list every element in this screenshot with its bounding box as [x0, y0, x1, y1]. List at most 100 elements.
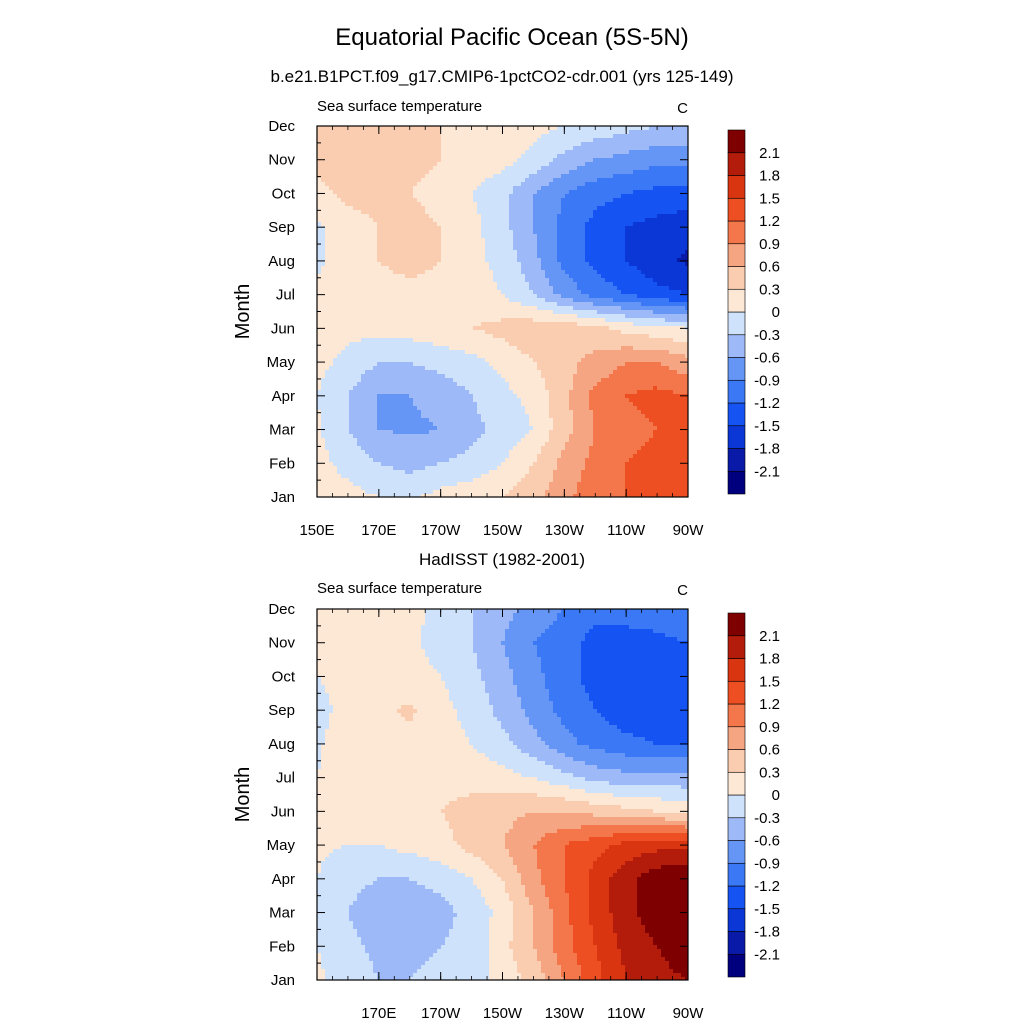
heatmap-cell [553, 330, 558, 335]
heatmap-cell [481, 242, 486, 247]
heatmap-cell [473, 146, 478, 151]
heatmap-cell [593, 174, 598, 179]
heatmap-cell [677, 318, 682, 323]
heatmap-cell [629, 150, 634, 155]
heatmap-cell [585, 238, 590, 243]
heatmap-cell [485, 210, 490, 215]
heatmap-cell [365, 302, 370, 307]
heatmap-cell [653, 318, 658, 323]
heatmap-cell [341, 206, 346, 211]
heatmap-cell [557, 150, 562, 155]
heatmap-cell [505, 254, 510, 259]
heatmap-cell [345, 142, 350, 147]
heatmap-cell [361, 294, 366, 299]
heatmap-cell [517, 226, 522, 231]
heatmap-cell [413, 246, 418, 251]
heatmap-cell [373, 234, 378, 239]
heatmap-cell [325, 238, 330, 243]
heatmap-cell [381, 254, 386, 259]
heatmap-cell [657, 234, 662, 239]
heatmap-cell [525, 330, 530, 335]
heatmap-cell [381, 134, 386, 139]
heatmap-cell [449, 130, 454, 135]
heatmap-cell [317, 318, 322, 323]
heatmap-cell [333, 322, 338, 327]
heatmap-cell [529, 126, 534, 131]
heatmap-cell [669, 254, 674, 259]
heatmap-cell [541, 206, 546, 211]
heatmap-cell [433, 310, 438, 315]
heatmap-cell [493, 278, 498, 283]
heatmap-cell [353, 182, 358, 187]
heatmap-cell [465, 282, 470, 287]
heatmap-cell [437, 274, 442, 279]
heatmap-cell [429, 238, 434, 243]
heatmap-cell [381, 178, 386, 183]
heatmap-cell [505, 274, 510, 279]
heatmap-cell [673, 146, 678, 151]
heatmap-cell [645, 334, 650, 339]
heatmap-cell [353, 250, 358, 255]
heatmap-cell [593, 330, 598, 335]
heatmap-cell [537, 162, 542, 167]
heatmap-cell [341, 186, 346, 191]
heatmap-cell [345, 242, 350, 247]
heatmap-cell [513, 326, 518, 331]
heatmap-cell [677, 138, 682, 143]
heatmap-cell [581, 302, 586, 307]
heatmap-cell [609, 198, 614, 203]
heatmap-cell [673, 134, 678, 139]
heatmap-cell [321, 314, 326, 319]
heatmap-cell [385, 166, 390, 171]
heatmap-cell [541, 134, 546, 139]
heatmap-cell [425, 174, 430, 179]
heatmap-cell [549, 170, 554, 175]
heatmap-cell [389, 142, 394, 147]
heatmap-cell [629, 186, 634, 191]
heatmap-cell [469, 314, 474, 319]
heatmap-cell [433, 322, 438, 327]
heatmap-cell [489, 222, 494, 227]
heatmap-cell [509, 258, 514, 263]
heatmap-cell [589, 330, 594, 335]
heatmap-cell [601, 266, 606, 271]
heatmap-cell [409, 198, 414, 203]
heatmap-cell [509, 194, 514, 199]
heatmap-cell [405, 298, 410, 303]
heatmap-cell [441, 306, 446, 311]
heatmap-cell [397, 282, 402, 287]
heatmap-cell [369, 158, 374, 163]
heatmap-cell [549, 278, 554, 283]
heatmap-cell [357, 226, 362, 231]
heatmap-cell [493, 182, 498, 187]
heatmap-cell [397, 198, 402, 203]
heatmap-cell [365, 186, 370, 191]
heatmap-cell [425, 210, 430, 215]
heatmap-cell [533, 194, 538, 199]
heatmap-cell [409, 206, 414, 211]
heatmap-cell [441, 130, 446, 135]
heatmap-cell [345, 206, 350, 211]
heatmap-cell [657, 326, 662, 331]
heatmap-cell [553, 130, 558, 135]
heatmap-cell [545, 130, 550, 135]
heatmap-cell [497, 202, 502, 207]
heatmap-cell [525, 334, 530, 339]
heatmap-cell [625, 250, 630, 255]
heatmap-cell [521, 162, 526, 167]
heatmap-cell [453, 162, 458, 167]
heatmap-cell [405, 174, 410, 179]
heatmap-cell [537, 250, 542, 255]
heatmap-cell [385, 134, 390, 139]
heatmap-cell [529, 238, 534, 243]
heatmap-cell [457, 318, 462, 323]
heatmap-cell [369, 194, 374, 199]
heatmap-cell [481, 338, 486, 343]
heatmap-cell [577, 278, 582, 283]
heatmap-cell [573, 226, 578, 231]
heatmap-cell [541, 162, 546, 167]
heatmap-cell [513, 230, 518, 235]
heatmap-cell [321, 190, 326, 195]
heatmap-cell [621, 318, 626, 323]
heatmap-cell [413, 318, 418, 323]
